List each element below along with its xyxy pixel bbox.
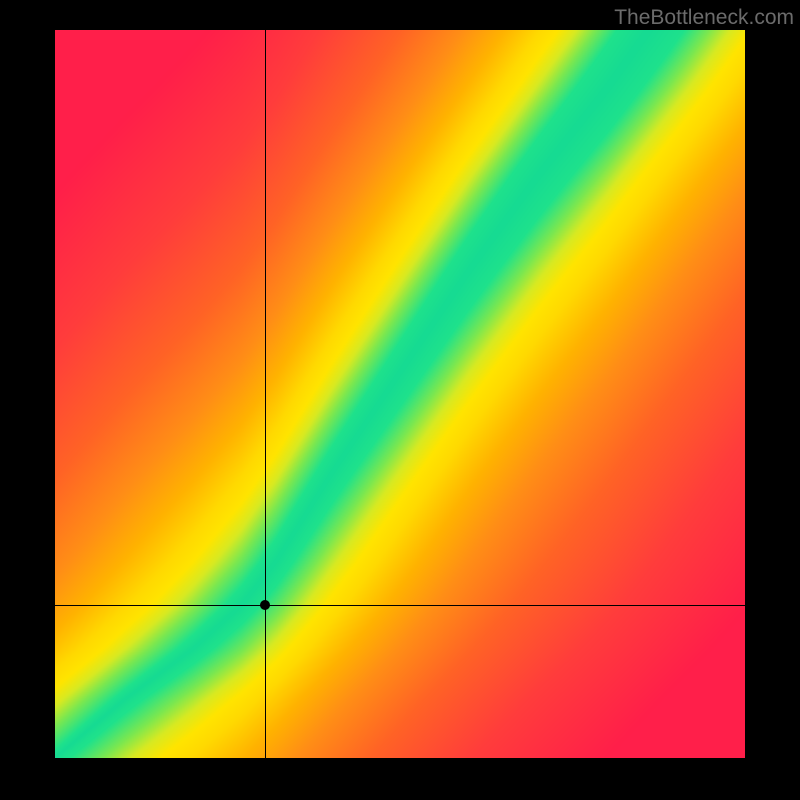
bottleneck-heatmap-canvas [55,30,745,758]
watermark-text: TheBottleneck.com [614,6,794,30]
crosshair-vertical-line [265,30,266,758]
crosshair-horizontal-line [55,605,745,606]
selection-marker-dot [260,600,270,610]
heatmap-plot-area [55,30,745,758]
